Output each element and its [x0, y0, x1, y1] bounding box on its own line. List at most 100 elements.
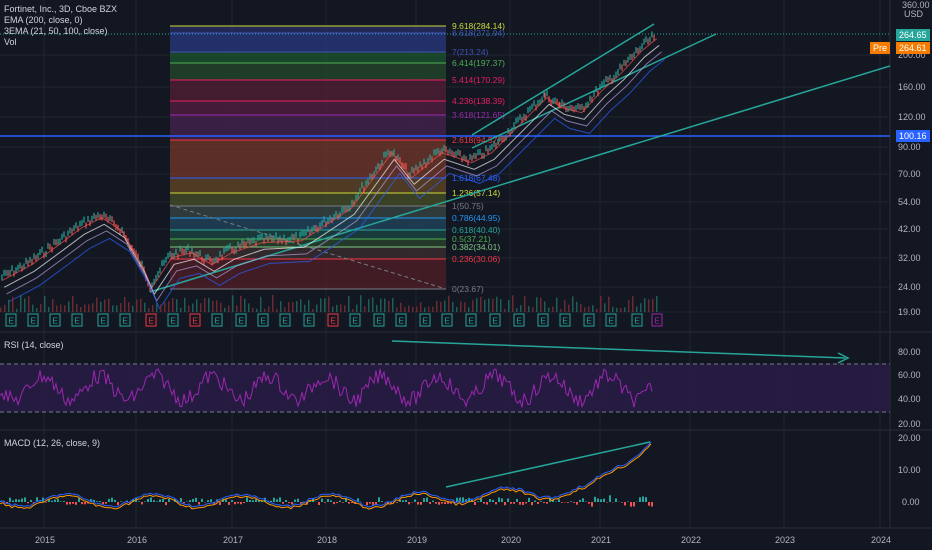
macd-histogram-bar: [483, 502, 485, 504]
ema200-legend[interactable]: EMA (200, close, 0): [4, 15, 83, 25]
macd-histogram-bar: [624, 502, 626, 506]
macd-histogram-bar: [27, 502, 29, 504]
macd-histogram-bar: [153, 500, 155, 502]
macd-histogram-bar: [318, 502, 320, 506]
earnings-marker-label: E: [171, 317, 176, 326]
fib-band: [170, 178, 446, 193]
macd-histogram-bar: [219, 502, 221, 506]
volume-bar: [432, 306, 434, 312]
macd-histogram-bar: [12, 500, 14, 502]
earnings-marker: [211, 313, 223, 327]
volume-bar: [248, 303, 250, 312]
volume-bar: [228, 305, 230, 312]
macd-histogram-bar: [549, 497, 551, 502]
earnings-marker-label: E: [261, 317, 266, 326]
price-axis-top-tick: 360.00: [902, 0, 930, 10]
volume-bar: [208, 297, 210, 312]
macd-histogram-bar: [156, 501, 158, 502]
volume-bar: [496, 296, 498, 312]
macd-histogram-bar: [258, 499, 260, 502]
macd-histogram-bar: [522, 502, 524, 505]
macd-axis-tick: 20.00: [898, 433, 921, 443]
macd-histogram-bar: [84, 502, 86, 505]
macd-histogram-bar: [249, 499, 251, 502]
volume-bar: [644, 298, 646, 312]
rsi-legend[interactable]: RSI (14, close): [4, 340, 64, 350]
volume-bar: [412, 306, 414, 312]
macd-histogram-bar: [168, 499, 170, 502]
macd-histogram-bar: [366, 502, 368, 506]
earnings-marker-label: E: [377, 317, 382, 326]
volume-bar: [304, 304, 306, 312]
earnings-marker-label: E: [609, 317, 614, 326]
earnings-marker: [419, 313, 431, 327]
volume-bar: [4, 304, 6, 312]
macd-histogram-bar: [501, 498, 503, 502]
macd-histogram-bar: [414, 499, 416, 502]
macd-histogram-bar: [288, 502, 290, 504]
volume-bar: [88, 304, 90, 312]
macd-legend[interactable]: MACD (12, 26, close, 9): [4, 438, 101, 448]
macd-histogram-bar: [285, 500, 287, 502]
volume-bar: [76, 304, 78, 312]
trendline-middle: [471, 33, 717, 149]
volume-bar: [232, 295, 234, 312]
macd-histogram-bar: [72, 502, 74, 504]
macd-histogram-bar: [450, 502, 452, 504]
volume-legend[interactable]: Vol: [4, 37, 17, 47]
horizontal-line-price-badge[interactable]: 100.16: [896, 130, 930, 142]
volume-bar: [100, 301, 102, 312]
macd-histogram-bar: [165, 502, 167, 506]
volume-bar: [576, 301, 578, 312]
macd-histogram-bar: [369, 502, 371, 504]
macd-histogram-bar: [477, 501, 479, 502]
moving-average-line: [3, 44, 660, 296]
volume-bar: [300, 299, 302, 312]
volume-bar: [512, 295, 514, 312]
volume-bar: [444, 300, 446, 312]
volume-bar: [540, 297, 542, 312]
volume-bar: [548, 307, 550, 312]
macd-histogram-bar: [645, 497, 647, 502]
macd-histogram-bar: [402, 500, 404, 502]
macd-histogram-bar: [447, 502, 449, 504]
currency-label: USD: [904, 9, 924, 19]
macd-histogram-bar: [99, 501, 101, 502]
ema3-legend[interactable]: 3EMA (21, 50, 100, close): [4, 26, 108, 36]
macd-histogram-bar: [69, 502, 71, 505]
macd-histogram-bar: [180, 498, 182, 502]
volume-bar: [64, 305, 66, 312]
earnings-marker: [5, 313, 17, 327]
volume-bar: [68, 301, 70, 312]
macd-histogram-bar: [105, 502, 107, 504]
earnings-marker-label: E: [635, 317, 640, 326]
volume-bar: [428, 306, 430, 312]
price-axis-tick: 32.00: [898, 253, 921, 263]
macd-histogram-bar: [60, 501, 62, 502]
volume-bar: [408, 305, 410, 312]
macd-histogram-bar: [516, 498, 518, 502]
earnings-marker: [27, 313, 39, 327]
macd-histogram-bar: [372, 502, 374, 505]
macd-histogram-bar: [291, 502, 293, 505]
volume-bar: [140, 298, 142, 312]
fib-level-label: 0.5(37.21): [452, 234, 491, 244]
macd-histogram-bar: [159, 499, 161, 502]
earnings-marker: [395, 313, 407, 327]
volume-bar: [112, 305, 114, 312]
macd-histogram-bar: [144, 501, 146, 502]
fib-band: [170, 26, 446, 33]
time-axis-label: 2022: [681, 535, 701, 545]
macd-histogram-bar: [336, 502, 338, 504]
volume-bar: [560, 308, 562, 312]
volume-bar: [556, 297, 558, 312]
macd-histogram-bar: [243, 502, 245, 504]
volume-bar: [640, 303, 642, 312]
macd-histogram-bar: [552, 499, 554, 502]
macd-histogram-bar: [432, 500, 434, 502]
macd-histogram-bar: [441, 502, 443, 504]
earnings-marker: [559, 313, 571, 327]
volume-bar: [40, 303, 42, 312]
macd-histogram-bar: [327, 499, 329, 502]
